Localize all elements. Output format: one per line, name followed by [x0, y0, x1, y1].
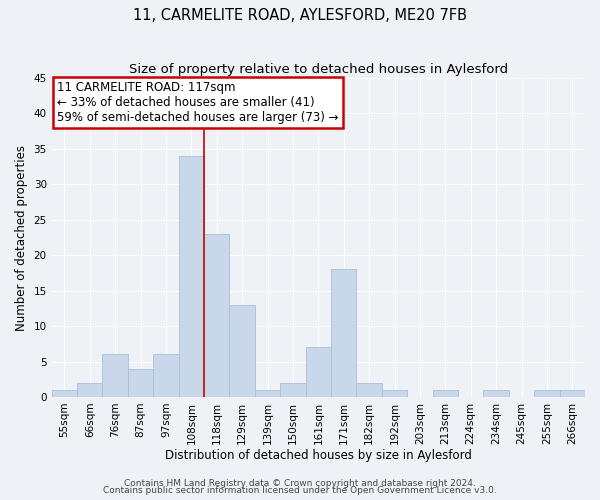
- X-axis label: Distribution of detached houses by size in Aylesford: Distribution of detached houses by size …: [165, 450, 472, 462]
- Bar: [103, 354, 128, 397]
- Bar: [560, 390, 585, 397]
- Title: Size of property relative to detached houses in Aylesford: Size of property relative to detached ho…: [129, 62, 508, 76]
- Text: 11, CARMELITE ROAD, AYLESFORD, ME20 7FB: 11, CARMELITE ROAD, AYLESFORD, ME20 7FB: [133, 8, 467, 22]
- Bar: [179, 156, 204, 397]
- Bar: [534, 390, 560, 397]
- Bar: [305, 348, 331, 397]
- Bar: [229, 305, 255, 397]
- Bar: [382, 390, 407, 397]
- Bar: [433, 390, 458, 397]
- Text: Contains HM Land Registry data © Crown copyright and database right 2024.: Contains HM Land Registry data © Crown c…: [124, 478, 476, 488]
- Bar: [280, 383, 305, 397]
- Bar: [331, 270, 356, 397]
- Bar: [153, 354, 179, 397]
- Y-axis label: Number of detached properties: Number of detached properties: [15, 144, 28, 330]
- Text: Contains public sector information licensed under the Open Government Licence v3: Contains public sector information licen…: [103, 486, 497, 495]
- Bar: [484, 390, 509, 397]
- Bar: [356, 383, 382, 397]
- Bar: [204, 234, 229, 397]
- Bar: [128, 368, 153, 397]
- Text: 11 CARMELITE ROAD: 117sqm
← 33% of detached houses are smaller (41)
59% of semi-: 11 CARMELITE ROAD: 117sqm ← 33% of detac…: [57, 81, 338, 124]
- Bar: [52, 390, 77, 397]
- Bar: [255, 390, 280, 397]
- Bar: [77, 383, 103, 397]
